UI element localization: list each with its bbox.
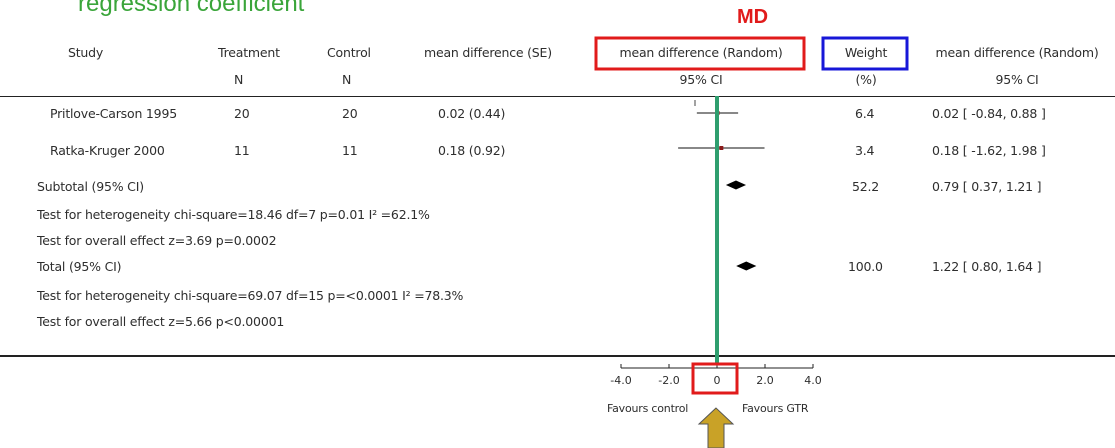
total-heterogeneity: Test for heterogeneity chi-square=69.07 … — [37, 288, 464, 303]
header-rule — [0, 96, 1115, 97]
row-md-se: 0.18 (0.92) — [438, 143, 506, 158]
row-weight: 6.4 — [855, 106, 875, 121]
total-label: Total (95% CI) — [37, 259, 122, 274]
slide-title: regression coefficient — [78, 0, 305, 17]
row-ci-text: 0.02 [ -0.84, 0.88 ] — [932, 106, 1046, 121]
row-treatment-n: 20 — [234, 106, 250, 121]
total-diamond — [736, 261, 757, 271]
x-tick-label: -4.0 — [610, 374, 631, 387]
header-treatment: Treatment — [218, 45, 280, 60]
header-md-random: mean difference (Random) — [619, 45, 783, 60]
footer-rule — [0, 355, 1115, 357]
row-treatment-n: 11 — [234, 143, 250, 158]
header-md-se: mean difference (SE) — [424, 45, 552, 60]
subtotal-ci-text: 0.79 [ 0.37, 1.21 ] — [932, 179, 1042, 194]
subtotal-heterogeneity: Test for heterogeneity chi-square=18.46 … — [37, 207, 430, 222]
subtotal-label: Subtotal (95% CI) — [37, 179, 144, 194]
row-weight: 3.4 — [855, 143, 875, 158]
favours-control-label: Favours control — [607, 402, 689, 415]
header-weight: Weight — [844, 45, 888, 60]
zero-highlight-box — [691, 362, 739, 395]
row-ci-text: 0.18 [ -1.62, 1.98 ] — [932, 143, 1046, 158]
subtotal-overall-effect: Test for overall effect z=3.69 p=0.0002 — [37, 233, 277, 248]
study-point-estimate — [719, 146, 724, 150]
md-highlight-box — [594, 36, 806, 71]
header-weight-unit: (%) — [855, 72, 877, 87]
total-overall-effect: Test for overall effect z=5.66 p<0.00001 — [37, 314, 285, 329]
header-control: Control — [327, 45, 371, 60]
row-md-se: 0.02 (0.44) — [438, 106, 506, 121]
total-ci-text: 1.22 [ 0.80, 1.64 ] — [932, 259, 1042, 274]
subtotal-diamond — [725, 180, 747, 190]
header-study: Study — [68, 45, 104, 60]
x-tick-label: -2.0 — [658, 374, 679, 387]
row-control-n: 11 — [342, 143, 358, 158]
header-md-random2: mean difference (Random) — [935, 45, 1099, 60]
row-study: Ratka-Kruger 2000 — [50, 143, 165, 158]
arrow-icon — [697, 407, 735, 448]
header-md-random2-ci: 95% CI — [995, 72, 1039, 87]
weight-highlight-box — [821, 36, 909, 71]
subtotal-weight: 52.2 — [852, 179, 880, 194]
x-tick-label: 4.0 — [804, 374, 822, 387]
row-control-n: 20 — [342, 106, 358, 121]
row-study: Pritlove-Carson 1995 — [50, 106, 177, 121]
x-tick-label: 2.0 — [756, 374, 774, 387]
md-label: MD — [737, 6, 769, 28]
x-tick-label: 0 — [714, 374, 721, 387]
total-weight: 100.0 — [848, 259, 883, 274]
header-control-n: N — [342, 72, 352, 87]
header-treatment-n: N — [234, 72, 244, 87]
header-md-random-ci: 95% CI — [679, 72, 723, 87]
favours-gtr-label: Favours GTR — [742, 402, 809, 415]
